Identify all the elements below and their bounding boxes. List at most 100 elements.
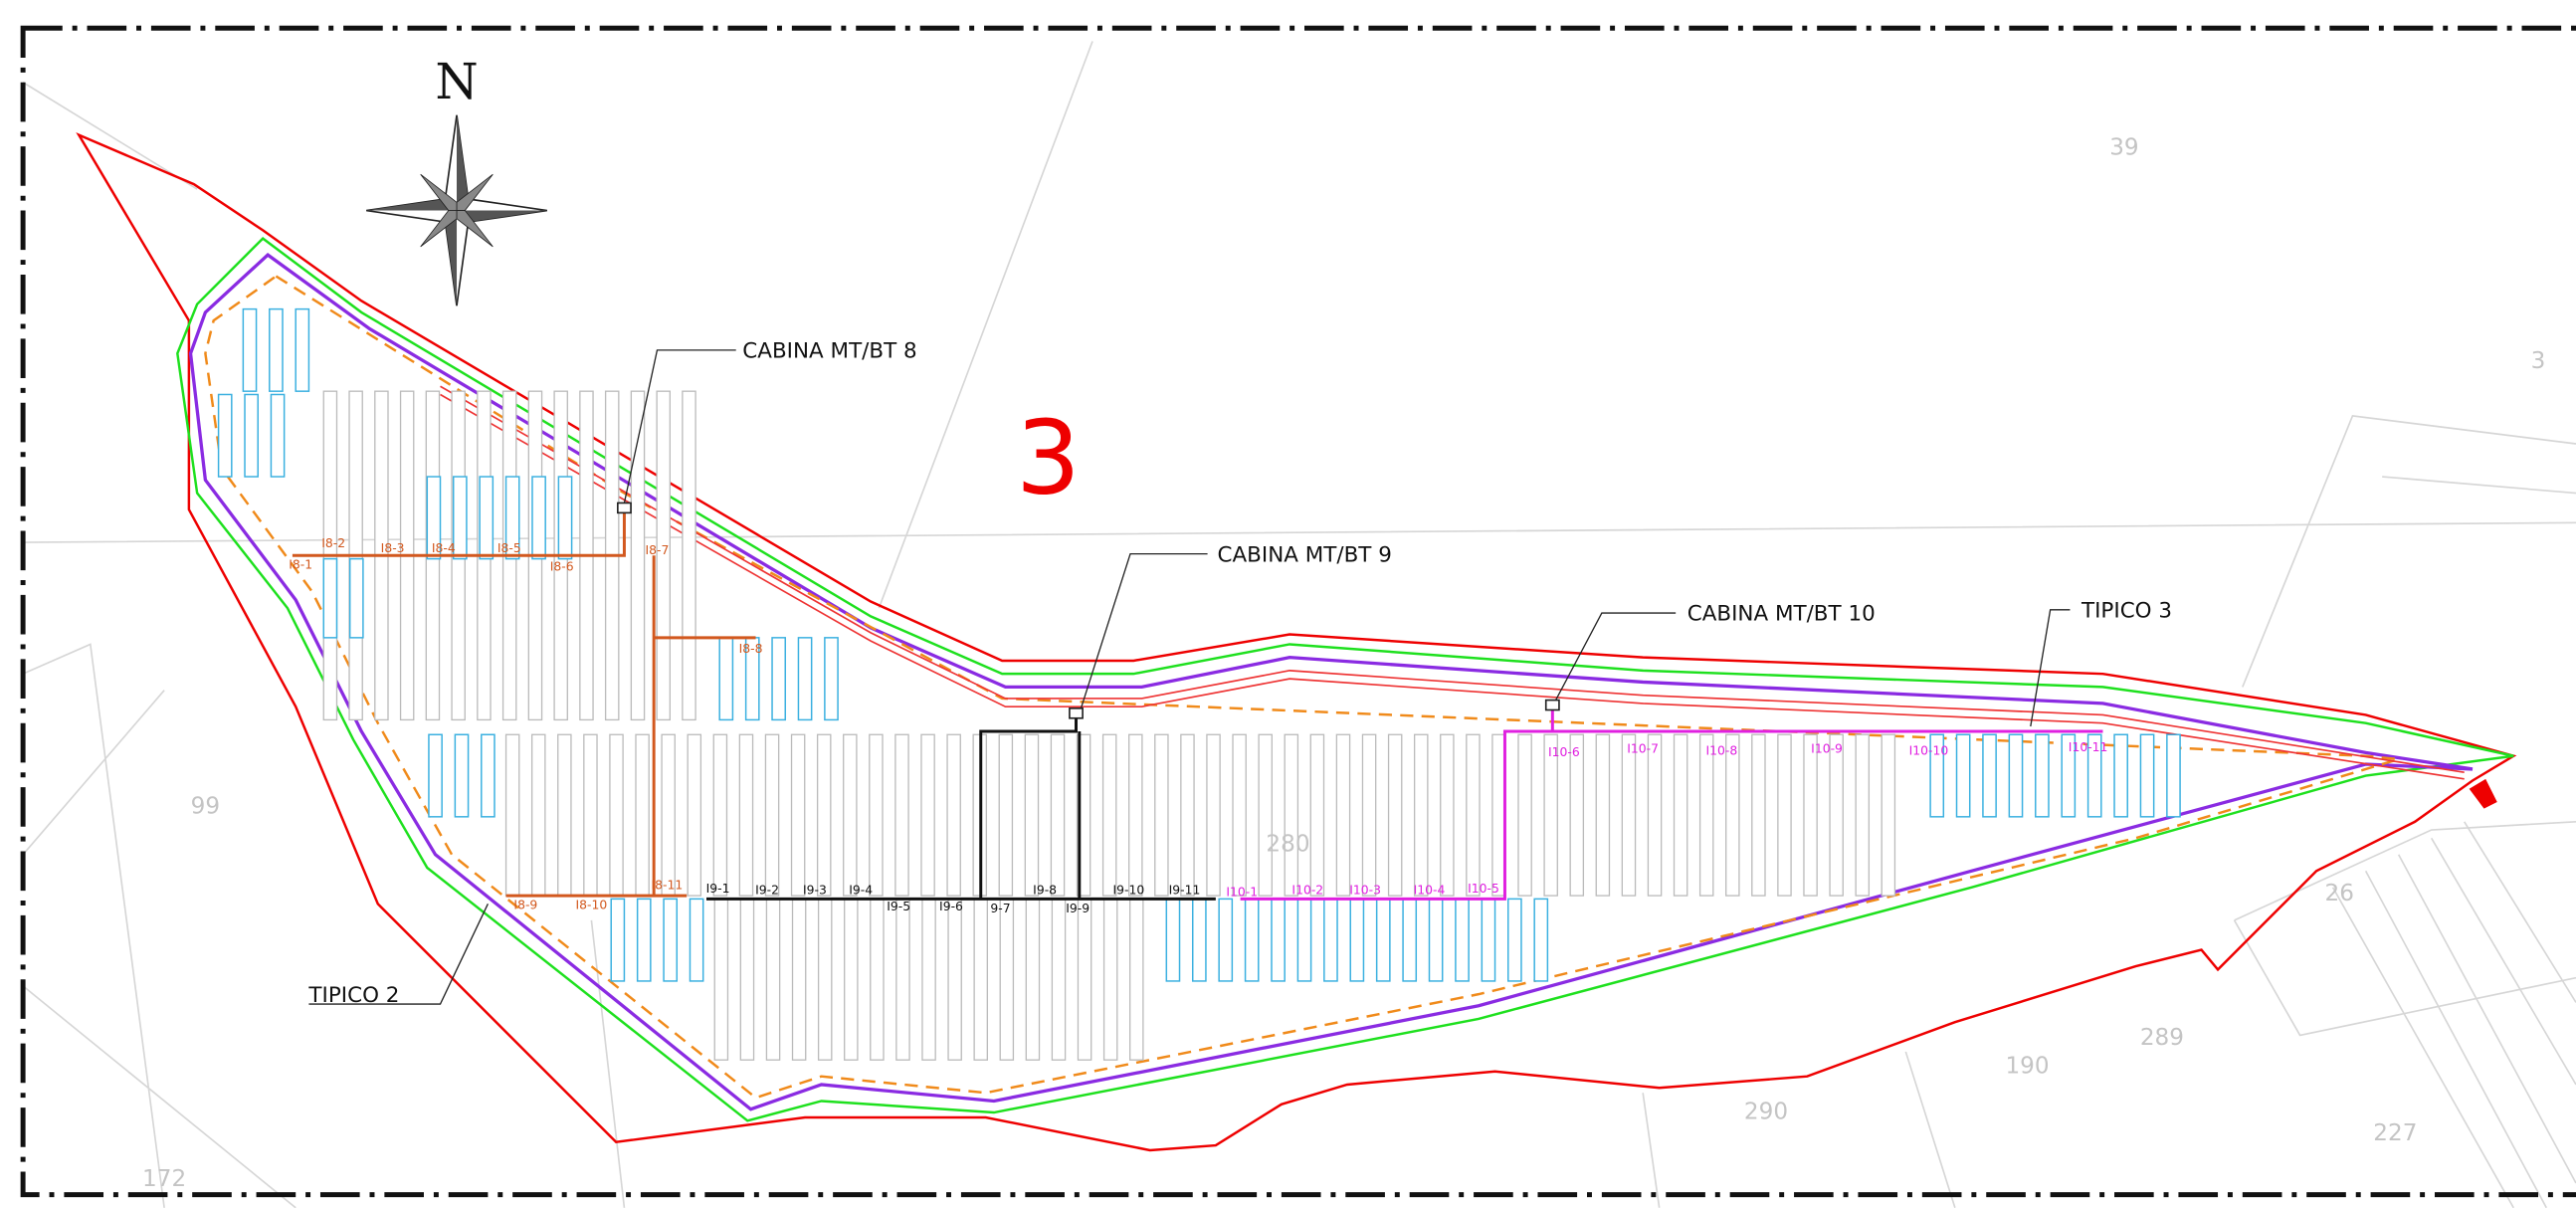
panel-blue xyxy=(219,394,232,477)
panel-blue xyxy=(719,638,732,720)
panel xyxy=(765,734,778,896)
panel-blue xyxy=(270,309,283,392)
parcel-number: 99 xyxy=(191,793,220,819)
panel xyxy=(921,734,934,896)
inverter-label: I10-10 xyxy=(1909,743,1949,757)
panel xyxy=(1000,899,1013,1060)
inverter-label: I8-11 xyxy=(651,879,683,893)
panel xyxy=(1103,734,1116,896)
panel-blue xyxy=(271,394,284,477)
panel xyxy=(1181,734,1194,896)
panel-blue xyxy=(1246,899,1259,981)
panel-blue xyxy=(429,734,442,817)
inverter-label: I8-2 xyxy=(321,536,345,550)
panel-blue xyxy=(1166,899,1179,981)
inverter-label: I8-10 xyxy=(576,898,608,911)
inverter-label: I9-3 xyxy=(803,884,827,898)
panel-blue xyxy=(1429,899,1442,981)
cabin xyxy=(1070,708,1083,718)
panel xyxy=(584,734,597,896)
panel-blue xyxy=(296,309,308,392)
inverter-label: I8-9 xyxy=(513,898,537,911)
parcel-number: 39 xyxy=(2109,134,2138,160)
panel-blue xyxy=(1377,899,1390,981)
panel xyxy=(1336,734,1349,896)
inverter-label: I10-7 xyxy=(1627,742,1659,756)
panel-blue xyxy=(638,899,651,981)
panel xyxy=(1830,734,1843,896)
panel xyxy=(1882,734,1894,896)
panel-blue xyxy=(1219,899,1232,981)
panel-blue xyxy=(1297,899,1310,981)
panel xyxy=(714,899,727,1060)
panel-blue xyxy=(455,734,468,817)
panel xyxy=(999,734,1012,896)
panel xyxy=(1233,734,1246,896)
inverter-label: I10-4 xyxy=(1414,884,1446,898)
panel xyxy=(819,899,832,1060)
panel xyxy=(1804,734,1817,896)
panel-blue xyxy=(1272,899,1285,981)
inverter-label: I8-1 xyxy=(289,558,312,572)
panel-blue xyxy=(1534,899,1547,981)
panel xyxy=(1441,734,1454,896)
panel-blue xyxy=(243,309,256,392)
panel-blue xyxy=(2114,734,2127,817)
compass-north: N xyxy=(435,53,478,110)
panel xyxy=(1207,734,1220,896)
panel xyxy=(871,899,884,1060)
panel-blue xyxy=(2167,734,2180,817)
site-plan: N3CABINA MT/BT 8CABINA MT/BT 9CABINA MT/… xyxy=(0,0,2576,1208)
panel-blue xyxy=(2009,734,2022,817)
panel xyxy=(1415,734,1428,896)
inverter-label: I10-11 xyxy=(2069,740,2108,754)
inverter-label: I9-6 xyxy=(939,900,963,913)
panel xyxy=(1051,734,1064,896)
panel-blue xyxy=(482,734,495,817)
panel xyxy=(1026,899,1039,1060)
parcel-number: 227 xyxy=(2373,1120,2417,1146)
panel-blue xyxy=(350,559,363,638)
inverter-label: I8-4 xyxy=(432,541,456,555)
panel xyxy=(1648,734,1661,896)
inverter-label: I9-2 xyxy=(755,884,779,898)
panel xyxy=(1155,734,1168,896)
inverter-label: I9-9 xyxy=(1066,902,1090,915)
panel-blue xyxy=(532,477,545,559)
panel-blue xyxy=(798,638,811,720)
inverter-label: 9-7 xyxy=(990,902,1010,915)
panel xyxy=(1362,734,1375,896)
inverter-label: I8-8 xyxy=(739,642,763,656)
parcel-number: 289 xyxy=(2140,1025,2184,1051)
panel-blue xyxy=(1403,899,1416,981)
callout: TIPICO 3 xyxy=(2081,598,2172,623)
panel-blue xyxy=(323,559,336,638)
inverter-label: I8-7 xyxy=(646,543,670,557)
panel xyxy=(713,734,726,896)
parcel-number: 290 xyxy=(1744,1100,1788,1125)
inverter-label: I9-5 xyxy=(887,900,910,913)
inverter-label: I8-6 xyxy=(550,559,574,573)
panel xyxy=(1259,734,1272,896)
panel xyxy=(1078,899,1090,1060)
inverter-label: I8-3 xyxy=(381,541,405,555)
panel xyxy=(1130,899,1143,1060)
inverter-label: I10-5 xyxy=(1468,882,1499,896)
panel-blue xyxy=(1350,899,1363,981)
panel-blue xyxy=(772,638,785,720)
inverter-label: I9-4 xyxy=(849,884,873,898)
panel xyxy=(1025,734,1038,896)
panel-blue xyxy=(1508,899,1521,981)
callout: CABINA MT/BT 10 xyxy=(1687,602,1876,627)
panel xyxy=(766,899,779,1060)
panel xyxy=(1700,734,1713,896)
panel xyxy=(947,734,960,896)
panel-blue xyxy=(1456,899,1469,981)
panel-blue xyxy=(1957,734,1970,817)
panel xyxy=(922,899,935,1060)
area-label: 3 xyxy=(1016,399,1081,517)
panel xyxy=(1596,734,1609,896)
page: N3CABINA MT/BT 8CABINA MT/BT 9CABINA MT/… xyxy=(0,0,2576,1208)
inverter-label: I9-11 xyxy=(1169,884,1201,898)
panel xyxy=(1467,734,1480,896)
